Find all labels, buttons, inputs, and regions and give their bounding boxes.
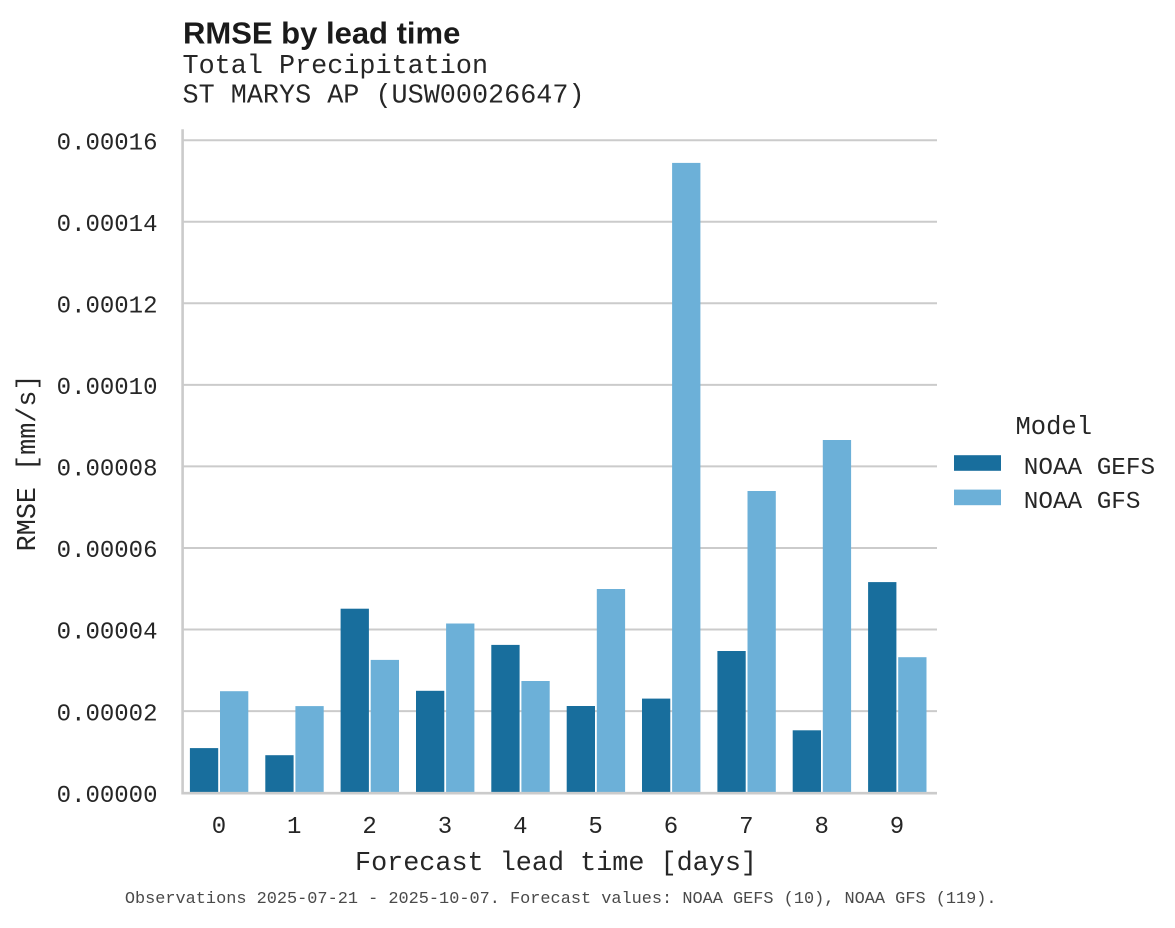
- svg-text:0.00016: 0.00016: [57, 130, 158, 157]
- svg-text:0.00012: 0.00012: [57, 294, 158, 321]
- svg-text:0.00008: 0.00008: [57, 457, 158, 484]
- svg-text:Forecast lead time [days]: Forecast lead time [days]: [355, 849, 757, 879]
- svg-text:6: 6: [664, 814, 678, 841]
- svg-text:NOAA GEFS: NOAA GEFS: [1024, 455, 1155, 482]
- svg-text:4: 4: [513, 814, 527, 841]
- svg-text:Total Precipitation: Total Precipitation: [183, 52, 489, 82]
- svg-text:1: 1: [287, 814, 301, 841]
- svg-text:7: 7: [739, 814, 753, 841]
- svg-text:Model: Model: [1016, 413, 1093, 442]
- svg-text:3: 3: [438, 814, 452, 841]
- svg-text:0: 0: [212, 814, 226, 841]
- svg-text:ST MARYS AP (USW00026647): ST MARYS AP (USW00026647): [183, 81, 585, 111]
- svg-text:Observations 2025-07-21 - 2025: Observations 2025-07-21 - 2025-10-07. Fo…: [125, 890, 997, 909]
- svg-text:0.00004: 0.00004: [57, 620, 158, 647]
- svg-text:RMSE by lead time: RMSE by lead time: [183, 16, 460, 51]
- svg-text:0.00002: 0.00002: [57, 701, 158, 728]
- svg-text:NOAA GFS: NOAA GFS: [1024, 489, 1141, 516]
- svg-text:0.00000: 0.00000: [57, 783, 158, 810]
- svg-text:RMSE [mm/s]: RMSE [mm/s]: [14, 374, 44, 551]
- svg-text:0.00014: 0.00014: [57, 212, 158, 239]
- svg-text:5: 5: [588, 814, 602, 841]
- svg-text:2: 2: [362, 814, 376, 841]
- svg-text:9: 9: [890, 814, 904, 841]
- svg-text:0.00006: 0.00006: [57, 538, 158, 565]
- svg-text:0.00010: 0.00010: [57, 375, 158, 402]
- svg-text:8: 8: [814, 814, 828, 841]
